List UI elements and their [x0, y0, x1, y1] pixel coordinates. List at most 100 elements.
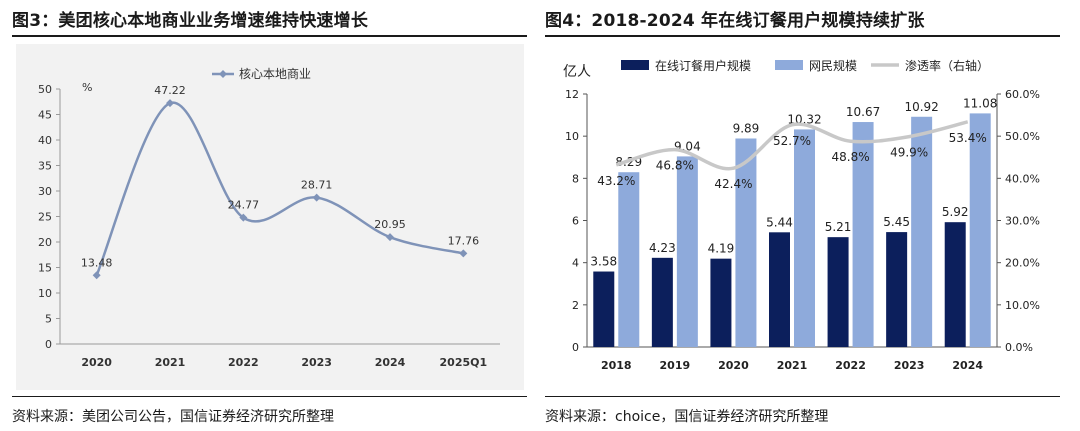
data-point-marker — [386, 233, 394, 242]
bar-online-ordering-users — [769, 232, 790, 347]
data-point-marker — [239, 213, 248, 222]
bar-online-ordering-users — [710, 258, 732, 347]
bar-data-label: 5.21 — [825, 220, 852, 234]
bar-data-label: 4.23 — [649, 241, 676, 255]
x-tick-label: 2024 — [375, 356, 406, 369]
left-chart-container: 0 5 10 15 20 25 30 35 40 45 50% 2020 2021 2022 2023 202… — [16, 44, 524, 390]
y2-tick-label: 10.0% — [1005, 299, 1040, 312]
left-source-rule — [12, 396, 527, 397]
bar-data-label: 11.08 — [963, 96, 997, 110]
bar-internet-users — [911, 116, 933, 348]
x-tick-label: 2019 — [660, 359, 691, 372]
bar-data-label: 10.67 — [846, 105, 880, 119]
right-panel: 图4：2018-2024 年在线订餐用户规模持续扩张 亿人 0 2 4 6 8 10 12 0.… — [545, 0, 1075, 431]
x-tick-label: 2023 — [301, 356, 332, 369]
bar-online-ordering-users — [593, 271, 615, 347]
y2-tick-label: 60.0% — [1005, 88, 1040, 101]
right-source-rule — [545, 396, 1060, 397]
left-panel: 图3：美团核心本地商业业务增速维持快速增长 0 5 10 15 20 25 30 35 40 45… — [12, 0, 542, 431]
y-tick-label: 20 — [38, 236, 52, 249]
y-tick-label: 12 — [565, 88, 579, 101]
right-source-note: 资料来源：choice，国信证券经济研究所整理 — [545, 409, 829, 425]
data-point-marker — [312, 193, 321, 202]
left-source-note: 资料来源：美团公司公告，国信证券经济研究所整理 — [12, 409, 334, 425]
y2-tick-label: 30.0% — [1005, 215, 1040, 228]
data-label: 28.71 — [301, 179, 333, 192]
rate-data-label: 49.9% — [890, 146, 928, 160]
y-tick-label: 10 — [38, 287, 52, 300]
x-tick-label: 2021 — [155, 356, 186, 369]
y-tick-label: 5 — [45, 313, 52, 326]
data-label: 17.76 — [448, 234, 480, 247]
x-tick-label: 2022 — [228, 356, 259, 369]
legend-swatch-marker — [219, 70, 227, 78]
legend-label: 渗透率（右轴） — [905, 58, 989, 73]
bar-data-label: 9.89 — [733, 121, 760, 135]
left-line-chart: 0 5 10 15 20 25 30 35 40 45 50 % 2020 2021 2022 2023 202… — [16, 44, 524, 390]
data-point-marker — [92, 271, 101, 280]
bar-data-label: 3.58 — [590, 255, 617, 269]
y-tick-label: 15 — [38, 262, 52, 275]
x-tick-label: 2021 — [777, 359, 808, 372]
x-tick-label: 2024 — [952, 359, 983, 372]
legend-label: 核心本地商业 — [239, 66, 311, 81]
legend-label: 在线订餐用户规模 — [655, 58, 751, 73]
bar-online-ordering-users — [886, 232, 908, 347]
bar-internet-users — [676, 156, 698, 347]
bar-internet-users — [852, 122, 874, 347]
y-axis-unit: % — [82, 81, 92, 94]
rate-data-label: 53.4% — [949, 131, 987, 145]
x-tick-label: 2023 — [894, 359, 925, 372]
left-title-rule — [12, 35, 527, 37]
bar-data-label: 10.92 — [904, 100, 938, 114]
left-figure-title: 图3：美团核心本地商业业务增速维持快速增长 — [12, 11, 369, 31]
y-tick-label: 30 — [38, 185, 52, 198]
bar-online-ordering-users — [651, 257, 673, 347]
bar-online-ordering-users — [827, 237, 849, 347]
bar-data-label: 5.92 — [942, 205, 969, 219]
bar-data-label: 5.45 — [883, 215, 910, 229]
data-label: 13.48 — [81, 256, 113, 269]
y-tick-label: 45 — [38, 109, 52, 122]
right-figure-title: 图4：2018-2024 年在线订餐用户规模持续扩张 — [545, 11, 925, 31]
y-axis-unit: 亿人 — [563, 64, 591, 80]
bar-internet-users — [969, 113, 991, 347]
y-tick-label: 40 — [38, 134, 52, 147]
bar-data-label: 5.44 — [766, 215, 793, 229]
x-tick-label: 2018 — [601, 359, 632, 372]
y-tick-label: 50 — [38, 83, 52, 96]
x-tick-label: 2020 — [718, 359, 749, 372]
legend-swatch-internet-users — [775, 60, 803, 70]
y2-tick-label: 0.0% — [1005, 341, 1033, 354]
bar-internet-users — [618, 172, 640, 347]
rate-data-label: 43.2% — [597, 174, 635, 188]
legend-swatch-online-ordering — [621, 60, 649, 70]
x-tick-label: 2020 — [81, 356, 112, 369]
y-tick-label: 0 — [45, 338, 52, 351]
y-tick-label: 0 — [572, 341, 579, 354]
data-label: 20.95 — [374, 218, 406, 231]
rate-data-label: 46.8% — [656, 159, 694, 173]
rate-data-label: 42.4% — [714, 177, 752, 191]
bar-online-ordering-users — [944, 222, 966, 347]
right-title-rule — [545, 35, 1060, 37]
bar-internet-users — [735, 138, 757, 347]
data-point-marker — [459, 249, 468, 258]
right-combo-chart: 亿人 0 2 4 6 8 10 12 0.0% 10.0% 20.0% 30.0% 40.0% 50.0%… — [563, 58, 1040, 372]
y-tick-label: 6 — [572, 215, 579, 228]
y-tick-label: 35 — [38, 160, 52, 173]
y2-tick-label: 40.0% — [1005, 172, 1040, 185]
y-tick-label: 2 — [572, 299, 579, 312]
x-tick-label: 2025Q1 — [440, 356, 488, 369]
x-tick-label: 2022 — [835, 359, 866, 372]
y-tick-label: 25 — [38, 211, 52, 224]
y-tick-label: 8 — [572, 172, 579, 185]
data-point-marker — [166, 99, 174, 108]
y-tick-label: 4 — [572, 257, 579, 270]
y2-tick-label: 50.0% — [1005, 130, 1040, 143]
bar-internet-users — [794, 129, 815, 347]
right-chart-container: 亿人 0 2 4 6 8 10 12 0.0% 10.0% 20.0% 30.0% 40.0% 50.0%… — [549, 44, 1057, 390]
y-tick-label: 10 — [565, 130, 579, 143]
data-label: 47.22 — [154, 84, 186, 97]
data-label: 24.77 — [228, 199, 260, 212]
